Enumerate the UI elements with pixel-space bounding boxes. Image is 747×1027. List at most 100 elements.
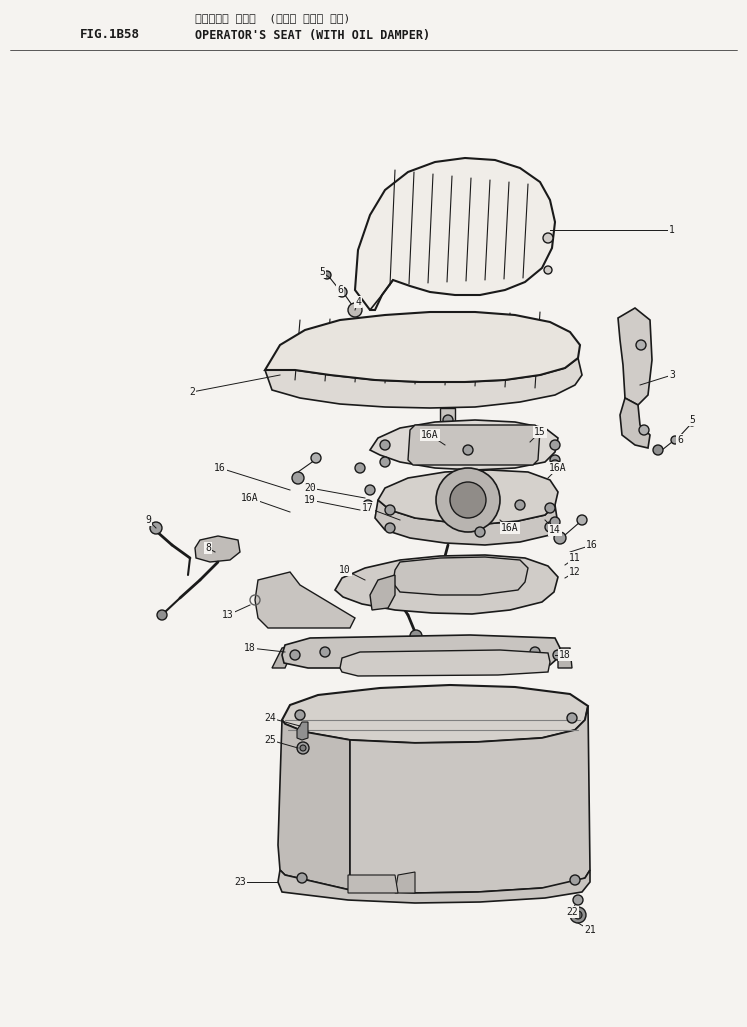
Circle shape (297, 741, 309, 754)
Circle shape (550, 517, 560, 527)
Text: 13: 13 (222, 610, 234, 620)
Text: 16A: 16A (241, 493, 258, 503)
Polygon shape (355, 158, 555, 310)
Text: 16A: 16A (549, 463, 567, 473)
Text: OPERATOR'S SEAT (WITH OIL DAMPER): OPERATOR'S SEAT (WITH OIL DAMPER) (195, 29, 430, 41)
Circle shape (570, 907, 586, 923)
Polygon shape (282, 635, 560, 668)
Polygon shape (265, 358, 582, 408)
Circle shape (385, 523, 395, 533)
Polygon shape (335, 555, 558, 614)
Text: FIG.1B58: FIG.1B58 (80, 29, 140, 41)
Circle shape (550, 440, 560, 450)
Polygon shape (297, 722, 308, 740)
Circle shape (573, 895, 583, 905)
Text: 5: 5 (319, 267, 325, 277)
Polygon shape (370, 575, 395, 610)
Text: 10: 10 (339, 565, 351, 575)
Circle shape (570, 875, 580, 885)
Text: 16A: 16A (501, 523, 519, 533)
Text: 8: 8 (205, 543, 211, 553)
Circle shape (320, 647, 330, 657)
Polygon shape (375, 500, 558, 545)
Circle shape (297, 873, 307, 883)
Circle shape (450, 482, 486, 518)
Circle shape (348, 303, 362, 317)
Text: 4: 4 (355, 297, 361, 307)
Circle shape (554, 532, 566, 544)
Circle shape (311, 453, 321, 463)
Circle shape (545, 503, 555, 514)
Circle shape (550, 460, 560, 470)
Circle shape (150, 522, 162, 534)
Circle shape (530, 647, 540, 657)
Polygon shape (282, 685, 588, 743)
Text: 3: 3 (669, 370, 675, 380)
Text: 17: 17 (362, 503, 374, 514)
Polygon shape (340, 650, 550, 676)
Text: 16: 16 (586, 540, 598, 550)
Circle shape (636, 340, 646, 350)
Circle shape (515, 500, 525, 510)
Circle shape (671, 436, 679, 444)
Text: 20: 20 (304, 483, 316, 493)
Text: 16A: 16A (421, 430, 438, 440)
Polygon shape (350, 706, 590, 893)
Circle shape (577, 515, 587, 525)
Circle shape (157, 610, 167, 620)
Circle shape (356, 659, 364, 667)
Polygon shape (272, 645, 295, 668)
Polygon shape (265, 312, 580, 382)
Circle shape (410, 630, 422, 642)
Circle shape (553, 650, 563, 660)
Polygon shape (393, 557, 528, 595)
Circle shape (653, 445, 663, 455)
Circle shape (385, 505, 395, 515)
Text: 21: 21 (584, 925, 596, 935)
Circle shape (436, 468, 500, 532)
Circle shape (574, 911, 582, 919)
Circle shape (337, 287, 347, 297)
Circle shape (544, 266, 552, 274)
Text: 24: 24 (264, 713, 276, 723)
Circle shape (380, 440, 390, 450)
Polygon shape (558, 648, 572, 668)
Polygon shape (618, 308, 652, 405)
Polygon shape (440, 408, 455, 450)
Circle shape (292, 472, 304, 484)
Circle shape (475, 527, 485, 537)
Circle shape (380, 457, 390, 467)
Text: 23: 23 (234, 877, 246, 887)
Circle shape (639, 425, 649, 435)
Circle shape (290, 650, 300, 660)
Polygon shape (620, 398, 650, 448)
Circle shape (463, 445, 473, 455)
Text: 12: 12 (569, 567, 581, 577)
Text: 5: 5 (689, 415, 695, 425)
Text: 18: 18 (559, 650, 571, 660)
Polygon shape (395, 872, 415, 893)
Text: 16: 16 (214, 463, 226, 473)
Polygon shape (255, 572, 355, 627)
Circle shape (545, 522, 555, 532)
Circle shape (323, 271, 331, 279)
Text: 1: 1 (669, 225, 675, 235)
Circle shape (295, 710, 305, 720)
Circle shape (363, 500, 373, 510)
Polygon shape (348, 875, 398, 893)
Text: 25: 25 (264, 735, 276, 745)
Polygon shape (408, 425, 540, 465)
Polygon shape (370, 420, 558, 470)
Circle shape (365, 485, 375, 495)
Text: 11: 11 (569, 553, 581, 563)
Polygon shape (378, 470, 558, 524)
Text: 14: 14 (549, 525, 561, 535)
Circle shape (550, 455, 560, 465)
Circle shape (689, 420, 695, 426)
Text: 2: 2 (189, 387, 195, 397)
Circle shape (443, 415, 453, 425)
Polygon shape (278, 870, 590, 903)
Circle shape (355, 463, 365, 473)
Text: 15: 15 (534, 427, 546, 438)
Text: 19: 19 (304, 495, 316, 505)
